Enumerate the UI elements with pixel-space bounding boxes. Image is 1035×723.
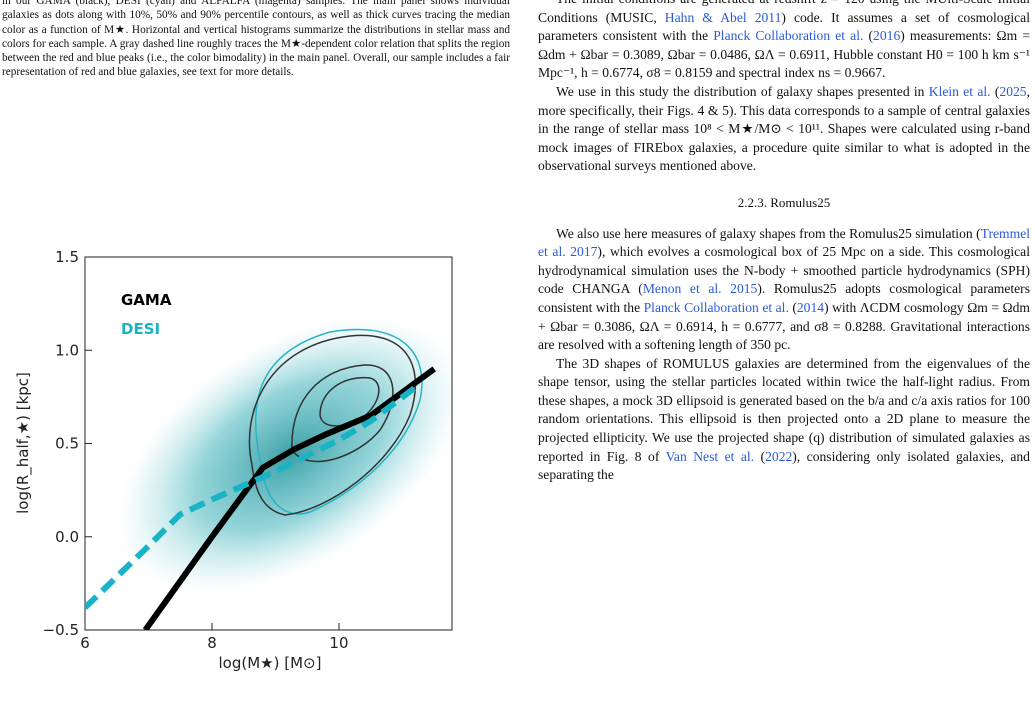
text-run: ). Romulus25 adopts cosmological paramet… bbox=[538, 281, 1031, 315]
x-tick-label: 6 bbox=[80, 634, 90, 652]
text-run: ) measurements: Ωm = Ωdm + Ωbar = 0.3089… bbox=[538, 28, 1030, 81]
text-run: ), considering only isolated galaxies, a… bbox=[538, 448, 1030, 483]
contour bbox=[319, 376, 380, 427]
text-run: ) code. It assumes a set of cosmological… bbox=[538, 9, 1030, 44]
y-tick-label: 1.5 bbox=[55, 248, 79, 266]
paragraph: We use in this study the distribution of… bbox=[538, 83, 1030, 176]
section-heading: 2.2.3. Romulus25 bbox=[737, 194, 831, 210]
paragraph: The 3D shapes of ROMULUS galaxies are de… bbox=[538, 355, 1030, 485]
text-run: ( bbox=[990, 83, 1000, 99]
citation-link[interactable]: Planck Collaboration et al. bbox=[643, 299, 789, 315]
citation-link[interactable]: Menon et al. 2015 bbox=[642, 281, 758, 297]
y-tick-label: 0.5 bbox=[55, 435, 79, 453]
paragraph: We also use here measures of galaxy shap… bbox=[538, 225, 1030, 355]
citation-link[interactable]: Hahn & Abel 2011 bbox=[664, 9, 782, 25]
citation-link[interactable]: Klein et al. bbox=[928, 83, 991, 99]
text-run: We use in this study the distribution of… bbox=[556, 83, 929, 99]
x-tick-label: 10 bbox=[329, 634, 348, 652]
figure-caption: in our GAMA (black), DESI (cyan) and ALF… bbox=[2, 0, 510, 79]
x-tick-label: 8 bbox=[207, 634, 217, 652]
text-column: The initial conditions are generated at … bbox=[538, 0, 1030, 485]
citation-link[interactable]: 2025 bbox=[999, 83, 1027, 99]
contour bbox=[254, 328, 423, 515]
citation-link[interactable]: Van Nest et al. bbox=[665, 448, 755, 464]
paragraph: The initial conditions are generated at … bbox=[538, 0, 1030, 83]
paragraphs: The initial conditions are generated at … bbox=[538, 0, 1030, 176]
y-tick-label: −0.5 bbox=[43, 621, 79, 639]
median-line bbox=[142, 366, 436, 630]
legend-entry: DESI bbox=[121, 320, 160, 338]
paragraphs: We also use here measures of galaxy shap… bbox=[538, 225, 1030, 485]
median-line bbox=[85, 385, 417, 610]
text-run: We also use here measures of galaxy shap… bbox=[556, 225, 981, 241]
text-run: The 3D shapes of ROMULUS galaxies are de… bbox=[538, 355, 1030, 464]
lines bbox=[85, 366, 436, 630]
y-tick-label: 0.0 bbox=[55, 528, 79, 546]
text-run: ) with ΛCDM cosmology Ωm = Ωdm + Ωbar = … bbox=[538, 299, 1030, 353]
contour bbox=[291, 364, 394, 463]
contour bbox=[248, 334, 417, 516]
text-run: ( bbox=[863, 28, 874, 44]
citation-link[interactable]: Tremmel et al. 2017 bbox=[538, 225, 1030, 260]
y-axis-label: log(R_half,★) [kpc] bbox=[14, 372, 33, 514]
x-axis-label: log(M★) [M⊙] bbox=[219, 654, 322, 672]
text-run: The initial conditions are generated at … bbox=[538, 0, 1030, 25]
chart: log(M★) [M⊙] log(R_half,★) [kpc] 6 8 10 −0.… bbox=[14, 248, 453, 672]
text-run: ), which evolves a cosmological box of 2… bbox=[538, 244, 1030, 297]
y-tick-label: 1.0 bbox=[55, 341, 79, 359]
citation-link[interactable]: 2014 bbox=[796, 299, 825, 315]
text-run: ( bbox=[754, 448, 766, 464]
citation-link[interactable]: 2016 bbox=[873, 28, 901, 44]
citation-link[interactable]: Planck Collaboration et al. bbox=[713, 28, 864, 44]
citation-link[interactable]: 2022 bbox=[765, 448, 793, 464]
text-run: , more specifically, their Figs. 4 & 5).… bbox=[538, 83, 1030, 174]
legend-entry: GAMA bbox=[121, 291, 172, 309]
text-run: ( bbox=[788, 299, 797, 315]
